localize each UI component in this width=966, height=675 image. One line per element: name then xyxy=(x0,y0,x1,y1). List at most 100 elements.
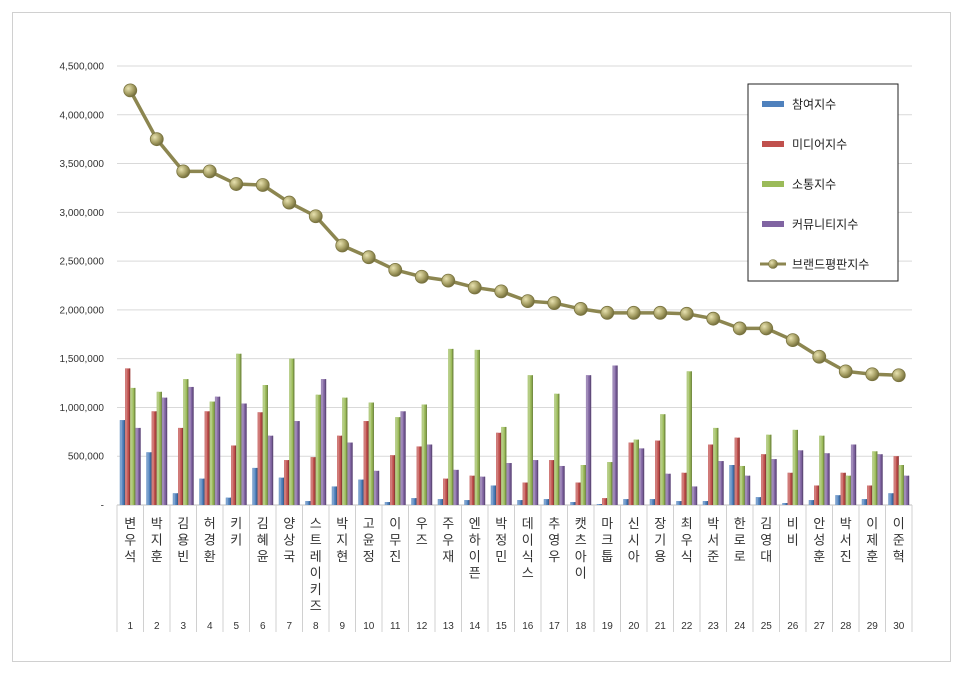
bar xyxy=(845,475,851,505)
bar-shadow xyxy=(176,493,179,505)
bar-shadow xyxy=(870,485,873,505)
bar-shadow xyxy=(340,435,343,505)
bar-highlight xyxy=(729,465,732,505)
bar-shadow xyxy=(531,375,533,505)
bar-body xyxy=(649,499,656,505)
bar-highlight xyxy=(527,375,531,505)
bar-highlight xyxy=(893,456,896,505)
bar-highlight xyxy=(744,475,748,505)
bar xyxy=(867,485,873,505)
bar-body xyxy=(130,387,136,505)
rank-label: 11 xyxy=(390,621,401,632)
bar-highlight xyxy=(612,365,615,505)
bar-shadow xyxy=(314,457,316,505)
bar-body xyxy=(119,420,126,505)
bar xyxy=(888,493,894,505)
bar-highlight xyxy=(294,421,297,505)
bar xyxy=(426,444,433,505)
bar-highlight xyxy=(257,412,260,505)
bar-body xyxy=(342,397,348,505)
bar xyxy=(469,475,475,505)
bar-shadow xyxy=(664,414,666,505)
bar xyxy=(649,499,656,505)
bar-body xyxy=(628,442,634,505)
bar-body xyxy=(655,440,661,505)
bar xyxy=(225,497,232,505)
bar xyxy=(320,379,327,505)
bar-body xyxy=(872,451,878,505)
bar-shadow xyxy=(907,475,910,505)
line-point xyxy=(308,209,323,224)
line-point xyxy=(202,164,217,179)
bar-shadow xyxy=(759,497,762,505)
bar-body xyxy=(543,499,550,505)
bar-shadow xyxy=(563,465,565,505)
bar-shadow xyxy=(854,444,857,505)
line-point xyxy=(891,368,906,383)
bar-body xyxy=(426,444,433,505)
bar-shadow xyxy=(574,502,576,505)
bar xyxy=(877,454,883,505)
bar-highlight xyxy=(766,434,769,505)
bar-shadow xyxy=(324,379,327,505)
bar xyxy=(373,470,380,505)
bar xyxy=(607,462,613,505)
y-tick-label: 3,500,000 xyxy=(60,159,105,170)
bar-body xyxy=(146,452,152,505)
bar-body xyxy=(718,461,724,505)
bar-shadow xyxy=(637,439,639,505)
bar-body xyxy=(390,455,396,505)
bar-highlight xyxy=(469,475,472,505)
bar xyxy=(231,445,237,505)
bar xyxy=(739,465,745,505)
bar-body xyxy=(151,411,157,505)
bar-shadow xyxy=(605,498,608,505)
bar-shadow xyxy=(743,465,745,505)
bar-shadow xyxy=(261,412,263,505)
bar-highlight xyxy=(411,498,414,505)
legend-item: 소통지수 xyxy=(762,178,836,192)
bar-highlight xyxy=(151,411,154,505)
bar-shadow xyxy=(181,427,184,505)
bar-highlight xyxy=(395,417,398,505)
bar-shadow xyxy=(150,452,152,505)
bar-shadow xyxy=(134,387,136,505)
bar-body xyxy=(861,499,868,505)
rank-label: 4 xyxy=(207,621,213,632)
bar-body xyxy=(384,502,391,505)
bar-body xyxy=(161,397,168,505)
bar-body xyxy=(496,432,502,505)
bar-highlight xyxy=(819,435,822,505)
rank-label: 29 xyxy=(867,621,879,632)
rank-label: 25 xyxy=(761,621,773,632)
rank-label: 22 xyxy=(681,621,693,632)
bar-highlight xyxy=(554,393,557,505)
bar xyxy=(289,358,295,505)
bar-body xyxy=(437,499,444,505)
bar-shadow xyxy=(642,448,645,505)
bar xyxy=(214,396,221,505)
bar-highlight xyxy=(734,437,737,505)
bar xyxy=(559,465,565,505)
bar-shadow xyxy=(505,426,507,505)
bar-shadow xyxy=(218,396,221,505)
bar-body xyxy=(527,375,533,505)
bar xyxy=(903,475,910,505)
line-point xyxy=(414,269,429,284)
bar-highlight xyxy=(337,435,340,505)
bar xyxy=(384,502,391,505)
bar-shadow xyxy=(584,465,586,505)
legend-item: 브랜드평판지수 xyxy=(760,258,869,272)
bar-body xyxy=(363,421,369,505)
rank-label: 26 xyxy=(787,621,799,632)
bar xyxy=(146,452,152,505)
bar xyxy=(125,368,131,505)
bar-highlight xyxy=(585,375,589,505)
